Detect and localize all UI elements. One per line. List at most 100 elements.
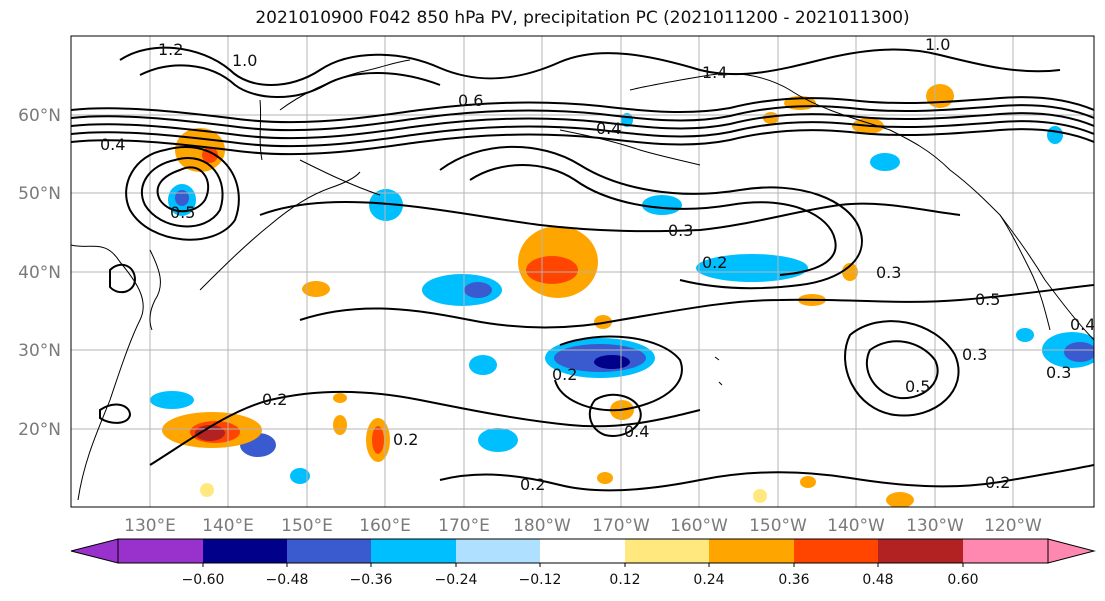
colorbar-bin	[794, 539, 878, 563]
contour-label: 0.3	[962, 345, 987, 364]
lon-label: 180°W	[513, 516, 571, 536]
pos-anomaly-blob	[800, 476, 816, 488]
neg-anomaly-blob	[175, 190, 189, 206]
pv-low-siberia	[140, 157, 224, 228]
pos-anomaly-blob	[372, 426, 384, 454]
colorbar-bin	[456, 539, 540, 563]
lat-label: 40°N	[18, 263, 61, 283]
colorbar-bin	[540, 539, 625, 563]
contour-label: 0.2	[262, 390, 287, 409]
pv-contour-jet-band	[71, 128, 1094, 156]
pos-anomaly-blob	[333, 415, 347, 435]
neg-anomaly-blob	[1064, 342, 1094, 362]
neg-anomaly-blob	[478, 428, 518, 452]
neg-anomaly-blob	[422, 274, 502, 306]
pv-contour-central	[469, 164, 837, 276]
contour-label: 0.2	[985, 473, 1010, 492]
pv-contours	[71, 46, 1094, 492]
pv-contour-north	[139, 64, 441, 98]
colorbar-extend-low	[70, 538, 119, 564]
colorbar-bin	[118, 539, 203, 563]
pv-low-siberia	[156, 166, 210, 213]
pv-contour-0.2-south	[149, 390, 701, 466]
pos-anomaly-blob	[886, 492, 914, 507]
pos-anomaly-blob	[594, 315, 612, 329]
map-frame	[70, 35, 1095, 508]
contour-label: 0.3	[1046, 363, 1071, 382]
colorbar-tick-label: −0.12	[519, 572, 562, 588]
pos-anomaly-blob	[175, 128, 225, 172]
colorbar-bin	[287, 539, 371, 563]
lon-label: 170°W	[592, 516, 650, 536]
lat-label: 60°N	[18, 106, 61, 126]
asia-coastline	[71, 244, 144, 501]
colorbar-tick-label: 0.60	[947, 572, 978, 588]
neg-anomaly-blob	[1016, 328, 1034, 342]
colorbar-bin	[878, 539, 963, 563]
pos-anomaly-blob	[926, 84, 954, 108]
lon-label: 150°W	[749, 516, 807, 536]
pv-contour-small	[99, 403, 132, 424]
contour-label: 0.2	[552, 365, 577, 384]
contour-label: 0.2	[520, 475, 545, 494]
colorbar-bin	[709, 539, 794, 563]
pv-high-hawaii	[865, 340, 939, 400]
contour-label: 0.4	[1070, 315, 1095, 334]
aleutian-chain	[559, 129, 701, 166]
lon-label: 130°W	[906, 516, 964, 536]
colorbar-tick-label: 0.36	[778, 572, 809, 588]
colorbar-ticks	[202, 563, 964, 567]
neg-anomaly-blob	[150, 391, 194, 409]
lon-label: 150°E	[281, 516, 333, 536]
contour-label: 1.4	[702, 63, 727, 82]
contour-labels: 1.2 1.0 1.0 1.4 0.6 0.4 0.5 0.3 0.3 0.2 …	[100, 35, 1095, 494]
colorbar-bin	[203, 539, 287, 563]
lon-label: 170°E	[438, 516, 490, 536]
colorbar-bin	[963, 539, 1048, 563]
pos-anomaly-blob	[333, 393, 347, 403]
graticule	[71, 36, 1094, 507]
lon-label: 140°W	[827, 516, 885, 536]
lon-labels: 130°E 140°E 150°E 160°E 170°E 180°W 170°…	[124, 516, 1042, 536]
pv-contour-small	[109, 263, 137, 294]
lat-label: 30°N	[18, 341, 61, 361]
pv-high-hawaii	[844, 320, 960, 417]
colorbar-tick-label: −0.60	[182, 572, 225, 588]
contour-label: 0.2	[393, 430, 418, 449]
colorbar: −0.60 −0.48 −0.36 −0.24 −0.12 0.12 0.24 …	[70, 538, 1096, 588]
contour-label: 0.3	[876, 263, 901, 282]
contour-label: 0.4	[624, 422, 649, 441]
contour-label: 0.4	[596, 119, 621, 138]
neg-anomaly-blob	[870, 153, 900, 171]
pv-low-siberia	[125, 146, 240, 241]
colorbar-outline	[117, 538, 1049, 564]
lon-label: 160°E	[359, 516, 411, 536]
contour-label: 1.0	[925, 35, 950, 54]
neg-anomaly-blob	[594, 355, 630, 369]
colorbar-extend-high	[1047, 538, 1096, 564]
pos-anomaly-blob	[753, 489, 767, 503]
colorbar-tick-label: 0.24	[693, 572, 724, 588]
colorbar-tick-label: −0.24	[435, 572, 478, 588]
coastlines	[71, 59, 1094, 501]
pos-anomaly-blob	[302, 281, 330, 297]
lat-labels: 60°N 50°N 40°N 30°N 20°N	[18, 106, 61, 440]
pv-contour-ring	[588, 393, 642, 437]
pv-contour-0.2	[299, 284, 1094, 329]
pv-contour-jet-band	[71, 104, 1094, 132]
colorbar-tick-label: −0.48	[266, 572, 309, 588]
contour-label: 0.5	[975, 290, 1000, 309]
pos-anomaly-blob	[526, 256, 578, 284]
contour-label: 0.4	[100, 135, 125, 154]
contour-label: 1.0	[232, 51, 257, 70]
pv-contour-central	[439, 145, 863, 290]
contour-label: 1.2	[158, 40, 183, 59]
pv-contour-jet-band	[71, 120, 1094, 148]
pv-contour-jet-band	[71, 96, 1094, 124]
colorbar-bin	[371, 539, 456, 563]
colorbar-bin	[625, 539, 709, 563]
neg-anomaly-blob	[464, 282, 492, 298]
alaska-coastline	[629, 72, 1094, 341]
neg-anomaly-blob	[642, 195, 682, 215]
